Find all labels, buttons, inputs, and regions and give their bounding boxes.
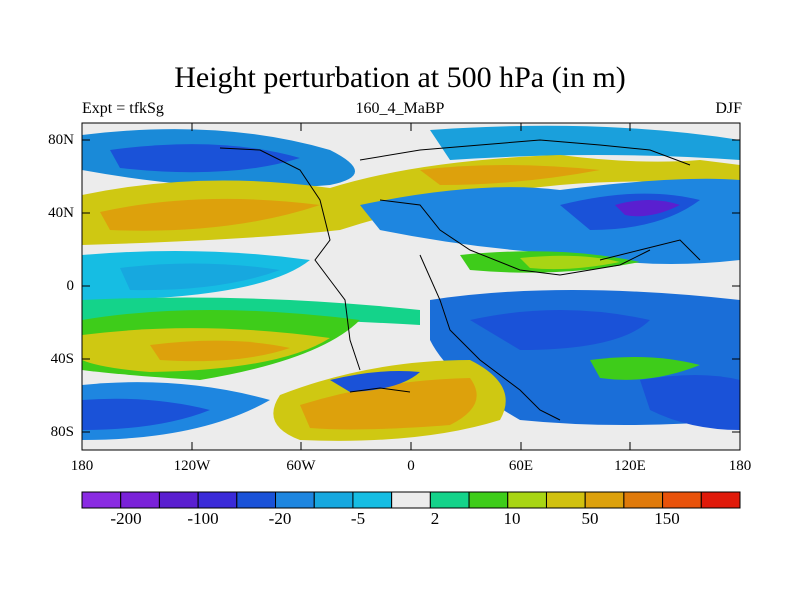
x-tick-label: 180 [728,458,752,474]
colorbar-swatch [429,491,470,509]
colorbar-label: 2 [430,509,440,528]
y-tick-label: 80N [48,132,74,148]
colorbar-swatch [120,491,160,509]
colorbar-swatch [623,491,664,509]
colorbar-swatch [158,491,199,509]
colorbar-swatch [275,491,315,509]
colorbar-swatch [81,491,122,509]
colorbar-swatch [545,491,586,509]
x-tick-label: 60E [508,458,534,474]
contour-field [82,123,740,450]
colorbar-swatch [352,491,393,509]
colorbar-swatch [391,491,431,509]
colorbar-label: 10 [503,509,521,528]
axis-ticks [81,123,741,450]
x-tick-label: 0 [407,458,415,474]
x-tick-label: 60W [286,458,316,474]
colorbar-label: -200 [110,509,142,528]
colorbar-label: -20 [268,509,292,528]
colorbar-swatch [313,491,354,509]
colorbar-swatch [700,491,741,509]
case-label: 160_4_MaBP [355,100,445,117]
colorbar-swatch [507,491,547,509]
x-tick-label: 120W [173,458,211,474]
y-tick-label: 40N [48,205,74,221]
colorbar-swatch [662,491,702,509]
x-tick-label: 180 [70,458,94,474]
season-label: DJF [715,100,742,117]
y-tick-label: 80S [50,424,74,440]
colorbar-label: -100 [187,509,219,528]
colorbar-label: 150 [654,509,680,528]
colorbar-swatch [468,491,509,509]
colorbar-swatch [236,491,277,509]
plot-title: Height perturbation at 500 hPa (in m) [174,61,626,94]
colorbar-swatch [584,491,625,509]
colorbar-label: 50 [581,509,599,528]
colorbar-swatch [197,491,238,509]
y-tick-label: 40S [50,351,74,367]
colorbar-label: -5 [350,509,366,528]
x-tick-label: 120E [614,458,646,474]
colorbar [81,491,741,509]
y-tick-label: 0 [66,278,75,294]
coastlines [219,139,701,421]
experiment-label: Expt = tfkSg [82,100,164,117]
